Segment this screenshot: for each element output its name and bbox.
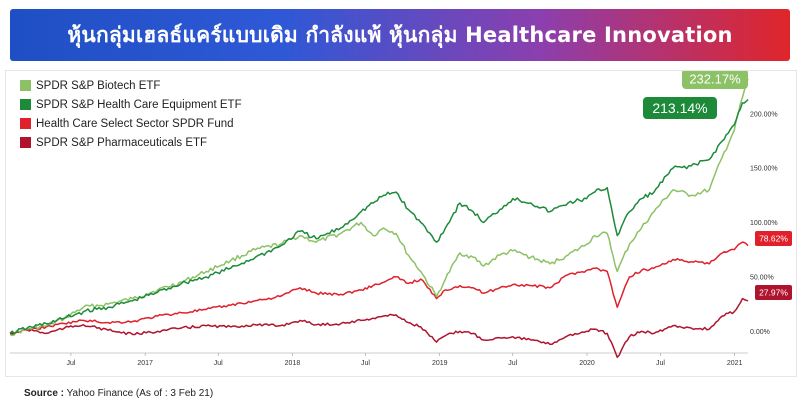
y-tick-label: 200.00% [750,111,778,118]
series-line-0 [9,78,749,337]
end-value-badge [755,231,792,246]
x-tick-label: 2017 [137,360,153,367]
x-tick-label: 2020 [579,360,595,367]
x-tick-label: 2019 [432,360,448,367]
source-text: Yahoo Finance (As of : 3 Feb 21) [66,388,214,399]
end-value-badge [755,285,792,300]
end-value-label: 213.14% [652,100,707,116]
title-banner: หุ้นกลุ่มเฮลธ์แคร์แบบเดิม กำลังแพ้ หุ้นก… [10,9,790,61]
y-tick-label: 150.00% [750,166,778,173]
x-tick-label: Jul [656,360,665,367]
legend-swatch [20,80,31,91]
source-label: Source : [24,388,65,399]
x-tick-label: 2021 [727,360,743,367]
end-value-label: 232.17% [689,72,741,87]
legend-swatch [20,137,31,148]
source-note: Source : Yahoo Finance (As of : 3 Feb 21… [24,388,213,399]
end-value-label: 27.97% [759,288,788,298]
legend-swatch [20,99,31,110]
end-value-badge [682,71,748,89]
legend-label: SPDR S&P Health Care Equipment ETF [36,99,242,111]
y-tick-label: 100.00% [750,220,778,227]
series-line-3 [9,297,749,359]
chart-panel: 0.00% 50.00% 100.00% 150.00% 200.00% Jul 2017 J… [5,70,797,377]
legend-swatch [20,118,31,129]
line-chart: 0.00% 50.00% 100.00% 150.00% 200.00% Jul 2017 J… [9,71,792,367]
x-tick-label: Jul [214,360,223,367]
end-value-badge [643,97,717,119]
x-tick-label: Jul [361,360,370,367]
y-tick-label: 0.00% [750,329,770,336]
x-tick-label: Jul [66,360,75,367]
end-value-label: 78.62% [759,234,788,244]
x-tick-label: Jul [508,360,517,367]
y-tick-label: 50.00% [750,274,774,281]
series-line-1 [9,98,749,335]
banner-title: หุ้นกลุ่มเฮลธ์แคร์แบบเดิม กำลังแพ้ หุ้นก… [67,22,733,47]
legend-label: SPDR S&P Biotech ETF [36,80,160,92]
legend-label: Health Care Select Sector SPDR Fund [36,118,234,130]
series-line-2 [9,241,749,335]
x-tick-label: 2018 [285,360,301,367]
legend-label: SPDR S&P Pharmaceuticals ETF [36,137,207,149]
